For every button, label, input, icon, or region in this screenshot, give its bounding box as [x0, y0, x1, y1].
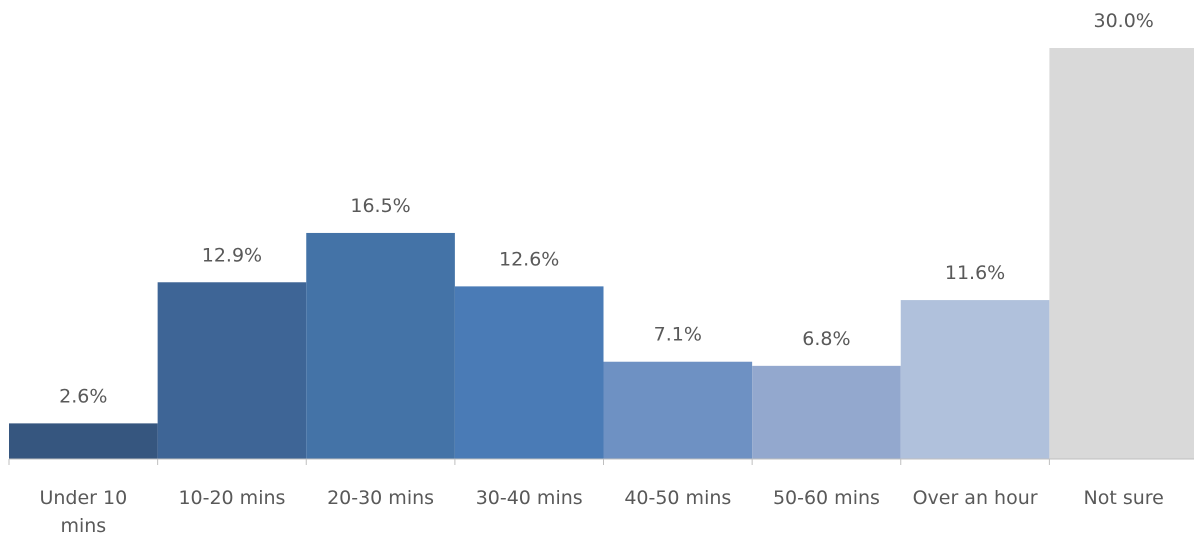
data-label-7: 30.0% [1094, 10, 1154, 32]
data-label-5: 6.8% [802, 328, 850, 350]
bar-0 [9, 423, 158, 459]
x-tick-label-5: 50-60 mins [773, 487, 880, 509]
x-tick-label-3: 30-40 mins [476, 487, 583, 509]
x-axis [8, 458, 1194, 465]
bars-group [9, 48, 1194, 459]
x-tick-label-1: 10-20 mins [178, 487, 285, 509]
x-tick-label-line: 50-60 mins [773, 487, 880, 509]
bar-1 [157, 282, 307, 459]
x-tick-label-0: Under 10 mins [39, 487, 127, 537]
x-tick-label-line: mins [60, 515, 106, 537]
x-tick-label-line: 30-40 mins [476, 487, 583, 509]
value-labels-group: 2.6% 12.9% 16.5% 12.6% 7.1% 6.8% 11.6% 30.0% [59, 10, 1154, 407]
x-tick-label-line: 10-20 mins [178, 487, 285, 509]
x-tick-label-2: 20-30 mins [327, 487, 434, 509]
x-tick-label-6: Over an hour [913, 487, 1038, 509]
data-label-4: 7.1% [654, 324, 702, 346]
bar-3 [454, 286, 604, 459]
data-label-6: 11.6% [945, 262, 1005, 284]
x-tick-label-line: 40-50 mins [624, 487, 731, 509]
x-tick-labels-group: Under 10 mins 10-20 mins 20-30 mins 30-40 mi… [39, 487, 1163, 537]
x-tick-label-line: Over an hour [913, 487, 1038, 509]
x-tick-label-7: Not sure [1084, 487, 1164, 509]
x-tick-label-line: Not sure [1084, 487, 1164, 509]
bar-6 [900, 300, 1050, 459]
bar-4 [603, 361, 753, 459]
bar-2 [306, 232, 455, 459]
bar-7 [1049, 48, 1194, 459]
bar-5 [752, 365, 901, 459]
x-tick-label-4: 40-50 mins [624, 487, 731, 509]
x-tick-label-line: Under 10 [39, 487, 127, 509]
data-label-2: 16.5% [350, 195, 410, 217]
data-label-3: 12.6% [499, 248, 559, 270]
x-tick-label-line: 20-30 mins [327, 487, 434, 509]
data-label-1: 12.9% [202, 244, 262, 266]
data-label-0: 2.6% [59, 385, 107, 407]
